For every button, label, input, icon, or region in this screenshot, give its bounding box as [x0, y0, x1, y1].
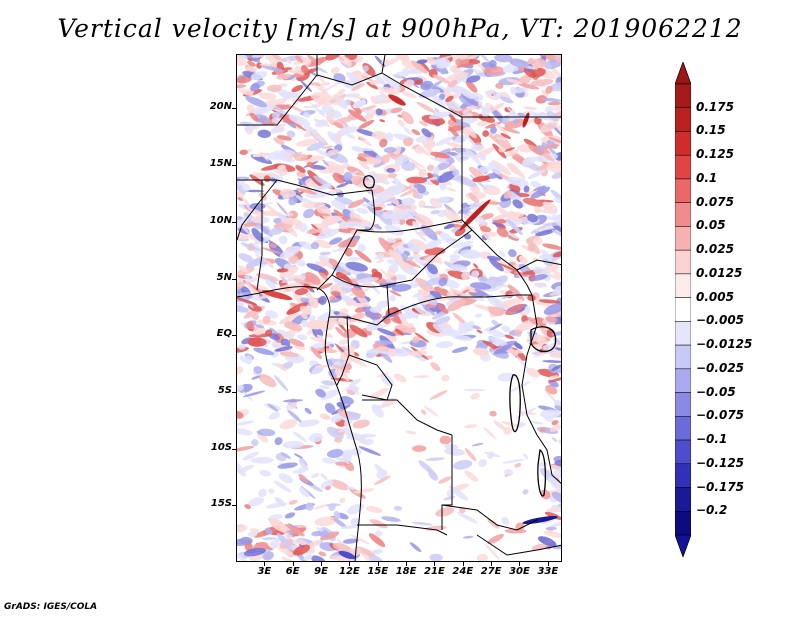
colorbar-label: 0.15 [696, 123, 726, 138]
lake-victoria [530, 326, 557, 353]
lon-label: 30E [509, 566, 530, 577]
lat-tick [232, 448, 236, 450]
colorbar-label: −0.1 [696, 432, 728, 447]
lat-tick [232, 278, 236, 280]
lat-tick [232, 391, 236, 393]
velocity-patches [237, 55, 561, 561]
colorbar-label: −0.2 [696, 503, 728, 518]
colorbar-label: 0.075 [696, 194, 734, 209]
colorbar-swatch [675, 392, 691, 417]
colorbar-label: 0.025 [696, 242, 734, 257]
lon-tick [292, 562, 294, 566]
lon-tick [377, 562, 379, 566]
colorbar-swatch [675, 416, 691, 441]
colorbar-label: 0.125 [696, 147, 734, 162]
lon-label: 6E [285, 566, 300, 577]
colorbar-swatch [675, 131, 691, 156]
colorbar-swatch [675, 178, 691, 203]
map-panel [236, 54, 562, 562]
colorbar-label: 0.005 [696, 289, 734, 304]
lon-tick [547, 562, 549, 566]
lake-malawi [537, 448, 547, 497]
lat-tick [232, 221, 236, 223]
colorbar-swatch [675, 154, 691, 180]
colorbar-swatch [675, 249, 691, 275]
colorbar-swatch [675, 321, 691, 346]
colorbar-swatch [675, 297, 691, 322]
lon-label: 9E [314, 566, 328, 577]
lon-label: 27E [480, 566, 502, 577]
lon-tick [434, 562, 436, 566]
lat-tick [232, 505, 236, 507]
colorbar-swatch [675, 83, 691, 108]
colorbar-label: −0.175 [696, 479, 745, 494]
colorbar-swatch [675, 487, 691, 512]
colorbar-label: −0.0125 [696, 337, 753, 352]
lon-label: 24E [452, 566, 474, 577]
lat-label: 5N [216, 271, 232, 283]
lon-label: 15E [367, 566, 389, 577]
colorbar-label: 0.05 [696, 218, 726, 233]
lon-tick [264, 562, 266, 566]
colorbar-swatch [675, 439, 691, 465]
colorbar-label: 0.0125 [696, 265, 743, 280]
colorbar-bottom-arrow [675, 534, 691, 557]
lon-label: 12E [339, 566, 360, 577]
lat-label: 10N [209, 214, 232, 226]
colorbar-label: 0.175 [696, 99, 734, 114]
colorbar-label: −0.125 [696, 455, 745, 470]
lat-label: 15N [209, 158, 232, 170]
country-borders [237, 55, 561, 561]
colorbar-swatch [675, 344, 691, 370]
lon-tick [406, 562, 408, 566]
lat-label: 5S [217, 384, 232, 396]
colorbar-swatch [675, 368, 691, 393]
lon-label: 18E [395, 566, 417, 577]
colorbar [675, 62, 691, 557]
lat-tick [232, 335, 236, 337]
colorbar-swatch [675, 273, 691, 298]
lake-tanganyika [509, 374, 521, 433]
colorbar-top-arrow [675, 62, 691, 85]
lat-label: 15S [210, 498, 232, 510]
lake-chad [363, 175, 375, 189]
colorbar-label: −0.05 [696, 384, 736, 399]
colorbar-swatch [675, 107, 691, 132]
lat-label: 10S [210, 441, 232, 453]
colorbar-label: −0.025 [696, 360, 745, 375]
lon-tick [349, 562, 351, 566]
lon-label: 3E [257, 566, 272, 577]
lat-label: EQ [216, 328, 232, 340]
lon-label: 33E [537, 566, 559, 577]
grads-credit: GrADS: IGES/COLA [4, 602, 98, 612]
lat-tick [232, 108, 236, 110]
colorbar-swatch [675, 202, 691, 227]
lat-label: 20N [209, 101, 232, 113]
lat-tick [232, 165, 236, 167]
vertical-velocity-field [237, 55, 561, 561]
lon-tick [491, 562, 493, 566]
lon-tick [321, 562, 323, 566]
lon-tick [519, 562, 521, 566]
colorbar-swatch [675, 511, 691, 536]
colorbar-swatch [675, 463, 691, 488]
colorbar-swatch [675, 226, 691, 251]
colorbar-label: −0.075 [696, 408, 745, 423]
colorbar-label: −0.005 [696, 313, 745, 328]
lon-label: 21E [424, 566, 445, 577]
plot-title: Vertical velocity [m/s] at 900hPa, VT: 2… [57, 14, 743, 43]
colorbar-label: 0.1 [696, 170, 718, 185]
lon-tick [462, 562, 464, 566]
